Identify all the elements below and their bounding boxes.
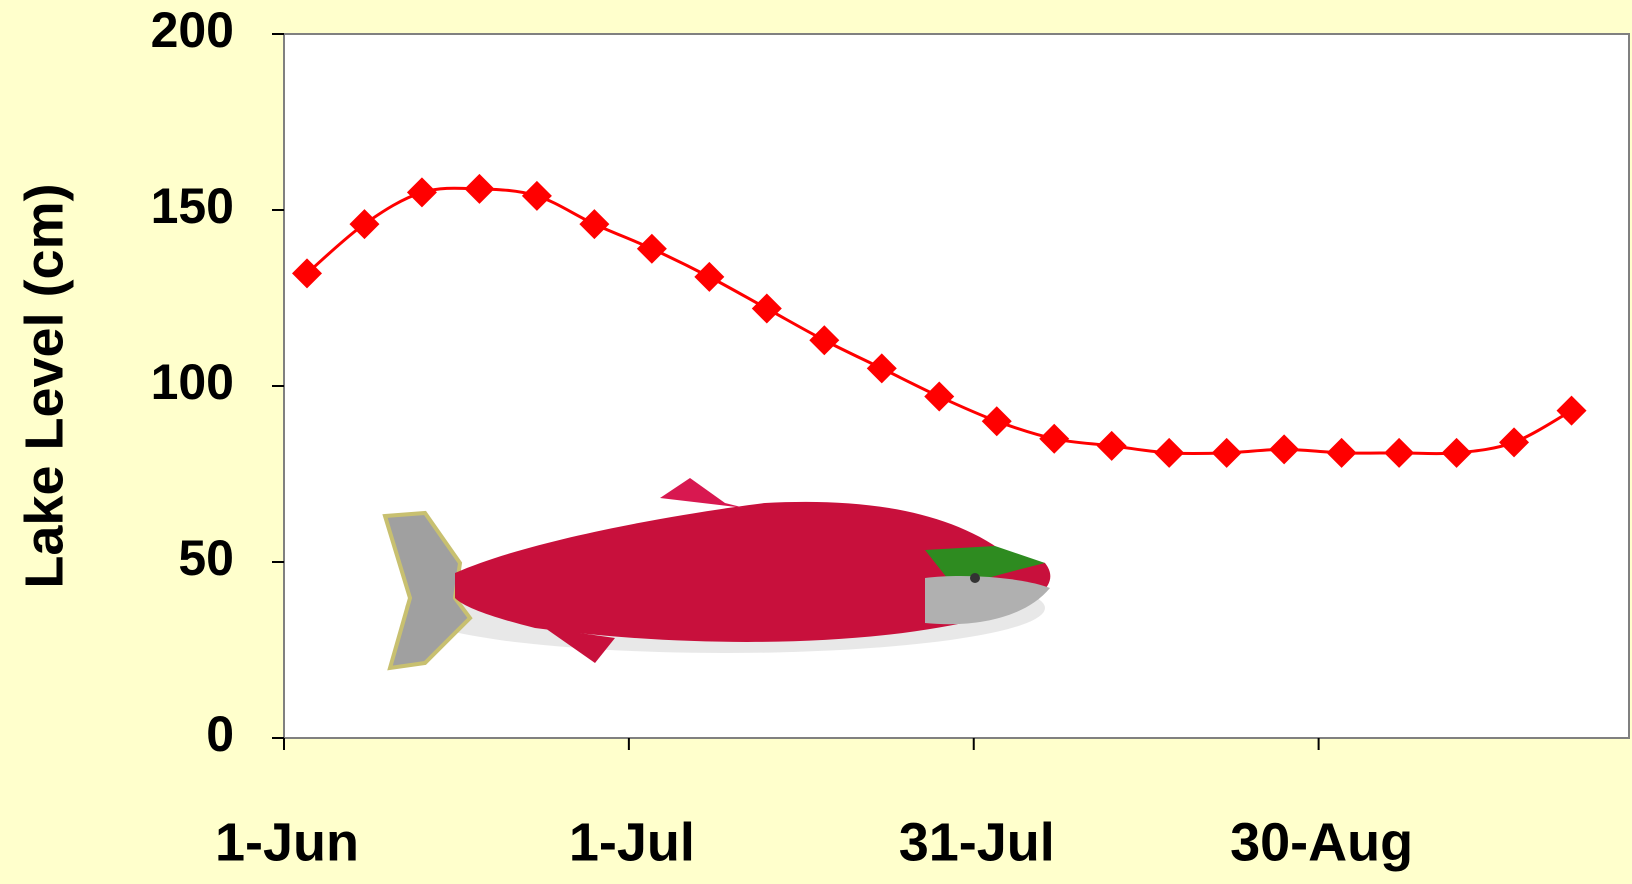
data-point — [1096, 430, 1127, 461]
data-point — [1556, 395, 1587, 426]
x-tick-label: 1-Jun — [215, 812, 359, 872]
y-tick-label: 100 — [151, 354, 234, 410]
data-point — [924, 381, 955, 412]
fish-body — [455, 501, 1051, 642]
salmon-illustration — [382, 478, 1051, 671]
data-point — [694, 261, 725, 292]
fish-jaw — [925, 576, 1050, 625]
fish-pelvic-fin — [545, 628, 615, 663]
data-point — [751, 293, 782, 324]
x-tick-label: 30-Aug — [1230, 812, 1413, 872]
data-point — [1384, 437, 1415, 468]
x-tick-label: 1-Jul — [569, 812, 695, 872]
data-point — [1154, 437, 1185, 468]
fish-dorsal-fin — [660, 478, 745, 508]
data-point — [1326, 437, 1357, 468]
data-point — [291, 258, 322, 289]
data-point — [809, 325, 840, 356]
y-tick-label: 150 — [151, 178, 234, 234]
data-point — [636, 233, 667, 264]
data-point — [981, 406, 1012, 437]
y-tick-label: 50 — [178, 530, 234, 586]
data-point — [579, 209, 610, 240]
data-point — [1269, 434, 1300, 465]
fish-eye — [970, 573, 980, 583]
y-tick-label: 0 — [206, 706, 234, 762]
data-point — [1039, 423, 1070, 454]
data-point — [521, 180, 552, 211]
data-point — [464, 173, 495, 204]
x-tick-label: 31-Jul — [899, 812, 1055, 872]
data-point — [1499, 427, 1530, 458]
data-point — [1211, 437, 1242, 468]
data-point — [866, 353, 897, 384]
y-axis-label: Lake Level (cm) — [14, 183, 74, 588]
y-tick-label: 200 — [151, 2, 234, 58]
data-point — [406, 177, 437, 208]
fish-tail — [382, 510, 473, 671]
data-point — [1441, 437, 1472, 468]
data-point — [349, 209, 380, 240]
